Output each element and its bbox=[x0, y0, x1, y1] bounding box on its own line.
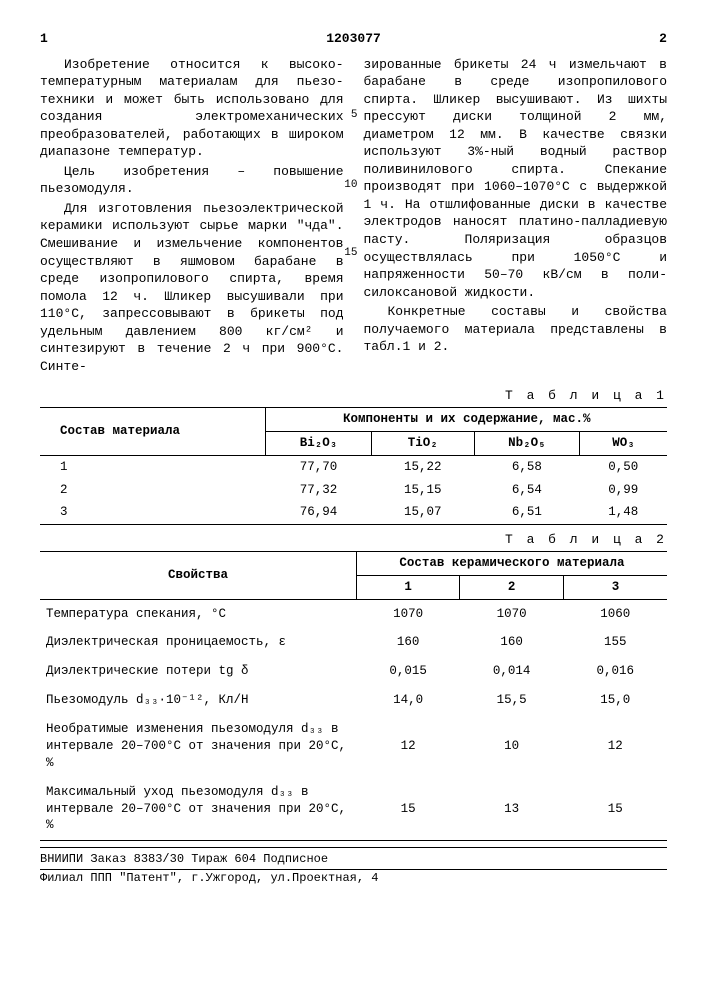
t1-cell: 15,07 bbox=[371, 501, 474, 524]
t2-value: 15 bbox=[356, 778, 460, 841]
table-row: Температура спекания, °С107010701060 bbox=[40, 599, 667, 628]
t1-head-components: Компоненты и их содержание, мас.% bbox=[266, 407, 667, 431]
t1-cell: 0,99 bbox=[579, 479, 667, 502]
table-row: 177,7015,226,580,50 bbox=[40, 455, 667, 478]
left-para-3: Для изготовления пьезоэлектрической кера… bbox=[40, 200, 344, 375]
table-row: Диэлектрическая проница­емость, ε1601601… bbox=[40, 628, 667, 657]
header-right: 2 bbox=[659, 30, 667, 48]
footer: ВНИИПИ Заказ 8383/30 Тираж 604 Подписное… bbox=[40, 847, 667, 885]
t2-value: 15,0 bbox=[563, 686, 667, 715]
footer-line-2: Филиал ППП "Патент", г.Ужгород, ул.Проек… bbox=[40, 870, 667, 886]
t2-head-composition: Состав керамического материала bbox=[356, 551, 667, 575]
t2-property: Диэлектрическая проница­емость, ε bbox=[40, 628, 356, 657]
header-center: 1203077 bbox=[326, 30, 381, 48]
t1-cell: 1,48 bbox=[579, 501, 667, 524]
t1-row-num: 2 bbox=[40, 479, 266, 502]
left-column: Изобретение относится к высоко­температу… bbox=[40, 56, 344, 378]
t1-cell: 77,32 bbox=[266, 479, 371, 502]
t2-col-3: 3 bbox=[563, 575, 667, 599]
table-row: Пьезомодуль d₃₃·10⁻¹², Кл/Н14,015,515,0 bbox=[40, 686, 667, 715]
left-para-1: Изобретение относится к высоко­температу… bbox=[40, 56, 344, 161]
right-para-2: Конкретные составы и свойства получаемог… bbox=[364, 303, 668, 356]
t2-value: 12 bbox=[356, 715, 460, 778]
t1-cell: 15,22 bbox=[371, 455, 474, 478]
t2-value: 1070 bbox=[460, 599, 564, 628]
t2-value: 0,016 bbox=[563, 657, 667, 686]
t2-value: 12 bbox=[563, 715, 667, 778]
line-markers: 10 bbox=[344, 178, 357, 193]
right-para-1: зированные брикеты 24 ч измельча­ют в ба… bbox=[364, 56, 668, 302]
t2-body: Температура спекания, °С107010701060Диэл… bbox=[40, 599, 667, 841]
t2-property: Максимальный уход пьезо­модуля d₃₃ в инт… bbox=[40, 778, 356, 841]
t2-value: 1070 bbox=[356, 599, 460, 628]
t2-value: 160 bbox=[356, 628, 460, 657]
t2-value: 0,015 bbox=[356, 657, 460, 686]
t1-cell: 6,54 bbox=[474, 479, 579, 502]
t2-property: Диэлектрические поте­ри tg δ bbox=[40, 657, 356, 686]
body-columns: Изобретение относится к высоко­температу… bbox=[40, 56, 667, 378]
page-header: 1 1203077 2 bbox=[40, 30, 667, 48]
t2-value: 1060 bbox=[563, 599, 667, 628]
t1-cell: 77,70 bbox=[266, 455, 371, 478]
t2-value: 15,5 bbox=[460, 686, 564, 715]
line-markers: 15 bbox=[344, 246, 357, 261]
table-1: Состав материала Компоненты и их содержа… bbox=[40, 407, 667, 525]
table-row: 376,9415,076,511,48 bbox=[40, 501, 667, 524]
t1-cell: 15,15 bbox=[371, 479, 474, 502]
t2-col-1: 1 bbox=[356, 575, 460, 599]
table2-caption: Т а б л и ц а 2 bbox=[40, 531, 667, 549]
t1-col-bi2o3: Bi₂O₃ bbox=[266, 431, 371, 455]
t2-head-properties: Свойства bbox=[40, 551, 356, 599]
t2-value: 155 bbox=[563, 628, 667, 657]
table-row: Диэлектрические поте­ри tg δ0,0150,0140,… bbox=[40, 657, 667, 686]
line-markers: 5 bbox=[351, 108, 358, 123]
t1-col-tio2: TiO₂ bbox=[371, 431, 474, 455]
t2-col-2: 2 bbox=[460, 575, 564, 599]
t2-value: 10 bbox=[460, 715, 564, 778]
t2-value: 15 bbox=[563, 778, 667, 841]
table-row: Максимальный уход пьезо­модуля d₃₃ в инт… bbox=[40, 778, 667, 841]
t2-value: 14,0 bbox=[356, 686, 460, 715]
t2-value: 160 bbox=[460, 628, 564, 657]
t2-property: Температура спекания, °С bbox=[40, 599, 356, 628]
t1-head-material: Состав материала bbox=[40, 407, 266, 455]
table-row: Необратимые изменения пьезомодуля d₃₃ в … bbox=[40, 715, 667, 778]
t1-body: 177,7015,226,580,50277,3215,156,540,9937… bbox=[40, 455, 667, 525]
table1-caption: Т а б л и ц а 1 bbox=[40, 387, 667, 405]
t1-col-nb2o5: Nb₂O₅ bbox=[474, 431, 579, 455]
footer-line-1: ВНИИПИ Заказ 8383/30 Тираж 604 Подписное bbox=[40, 850, 667, 869]
right-column: зированные брикеты 24 ч измельча­ют в ба… bbox=[364, 56, 668, 378]
t1-cell: 76,94 bbox=[266, 501, 371, 524]
t2-value: 0,014 bbox=[460, 657, 564, 686]
t2-property: Необратимые изменения пьезомодуля d₃₃ в … bbox=[40, 715, 356, 778]
t1-col-wo3: WO₃ bbox=[579, 431, 667, 455]
t1-cell: 6,58 bbox=[474, 455, 579, 478]
t1-cell: 0,50 bbox=[579, 455, 667, 478]
t1-cell: 6,51 bbox=[474, 501, 579, 524]
t2-property: Пьезомодуль d₃₃·10⁻¹², Кл/Н bbox=[40, 686, 356, 715]
table-2: Свойства Состав керамического материала … bbox=[40, 551, 667, 842]
table-row: 277,3215,156,540,99 bbox=[40, 479, 667, 502]
header-left: 1 bbox=[40, 30, 48, 48]
t2-value: 13 bbox=[460, 778, 564, 841]
left-para-2: Цель изобретения – повышение пьезомодуля… bbox=[40, 163, 344, 198]
t1-row-num: 3 bbox=[40, 501, 266, 524]
t1-row-num: 1 bbox=[40, 455, 266, 478]
